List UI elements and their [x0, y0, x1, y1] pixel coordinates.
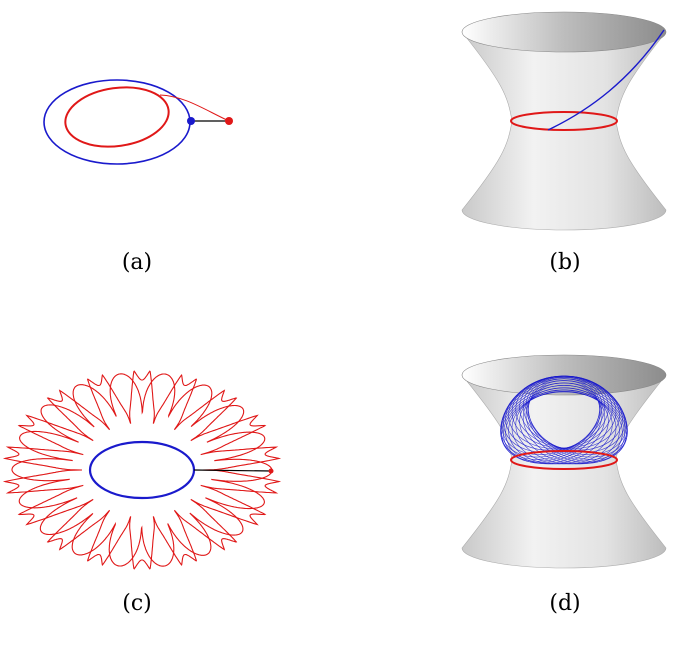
panel-b: (b) [461, 11, 667, 275]
tail [159, 94, 230, 122]
panel-label: (d) [549, 591, 580, 616]
opening [461, 354, 667, 396]
panel-c: (c) [2, 370, 282, 616]
trajectory [519, 389, 623, 465]
surface [461, 374, 667, 569]
point [268, 468, 274, 474]
trajectory [519, 375, 623, 451]
trajectory [64, 86, 170, 148]
panel-label: (b) [549, 250, 580, 275]
trajectory [500, 380, 600, 460]
trajectory [505, 389, 609, 465]
tether [193, 469, 272, 472]
trajectory [522, 376, 625, 453]
hyperboloid [461, 11, 667, 231]
trajectory [547, 29, 665, 131]
point [225, 117, 233, 125]
waist-circle [510, 450, 618, 470]
panel-label: (c) [122, 591, 152, 616]
orbit [88, 440, 196, 500]
trajectory [2, 370, 282, 570]
opening [461, 11, 667, 53]
waist-circle [510, 111, 618, 131]
point [187, 117, 195, 125]
hyperboloid [461, 354, 667, 569]
panel-label: (a) [122, 250, 152, 275]
trajectory [508, 391, 613, 465]
panel-d: (d) [461, 354, 667, 616]
trajectory [525, 377, 627, 455]
panel-a: (a) [43, 79, 233, 275]
trajectory [11, 373, 273, 567]
